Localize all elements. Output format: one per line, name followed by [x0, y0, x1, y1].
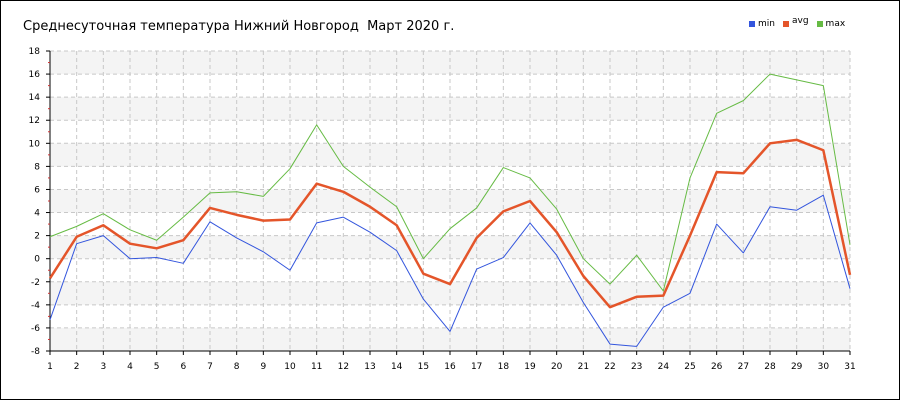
- x-tick-label: 29: [791, 362, 803, 372]
- y-tick-label: 16: [29, 70, 41, 80]
- x-tick-label: 4: [127, 362, 133, 372]
- x-tick-label: 6: [180, 362, 186, 372]
- x-tick-label: 20: [551, 362, 563, 372]
- x-tick-label: 11: [311, 362, 322, 372]
- chart-title: Среднесуточная температура Нижний Новгор…: [23, 19, 455, 34]
- x-tick-label: 30: [818, 362, 830, 372]
- x-tick-label: 16: [444, 362, 456, 372]
- legend-label-min: min: [758, 19, 775, 29]
- legend-item-avg: avg: [782, 16, 809, 29]
- x-tick-label: 17: [471, 362, 482, 372]
- x-tick-label: 14: [391, 362, 403, 372]
- x-tick-label: 1: [47, 362, 53, 372]
- x-tick-label: 8: [234, 362, 240, 372]
- legend-label-avg: avg: [791, 16, 809, 26]
- x-tick-label: 18: [498, 362, 510, 372]
- x-tick-label: 31: [844, 362, 855, 372]
- plot-band: [50, 281, 850, 305]
- x-tick-label: 24: [658, 362, 670, 372]
- legend-swatch-min: [749, 21, 755, 27]
- x-tick-label: 10: [284, 362, 296, 372]
- plot-band: [50, 143, 850, 167]
- plot-series: [48, 73, 852, 347]
- x-tick-label: 2: [74, 362, 80, 372]
- x-tick-label: 21: [578, 362, 589, 372]
- chart-legend: min avg max: [749, 16, 846, 31]
- legend-label-max: max: [825, 19, 846, 29]
- x-tick-label: 9: [260, 362, 266, 372]
- x-tick-label: 15: [418, 362, 429, 372]
- legend-item-max: max: [816, 19, 846, 29]
- y-tick-label: -8: [31, 347, 40, 357]
- legend-swatch-max: [816, 21, 823, 27]
- x-tick-label: 28: [764, 362, 776, 372]
- series-line-avg: [48, 138, 852, 309]
- y-tick-label: -2: [31, 278, 40, 288]
- x-tick-label: 25: [684, 362, 695, 372]
- y-tick-label: 2: [34, 232, 40, 242]
- y-tick-label: -4: [31, 301, 40, 311]
- y-tick-label: 8: [34, 162, 40, 172]
- series-line-min: [49, 194, 851, 347]
- x-tick-label: 27: [738, 362, 749, 372]
- x-tick-label: 19: [524, 362, 536, 372]
- y-tick-label: -6: [31, 324, 40, 334]
- y-tick-label: 4: [34, 209, 40, 219]
- y-tick-label: 10: [29, 139, 41, 149]
- x-tick-label: 22: [604, 362, 615, 372]
- y-tick-label: 0: [34, 255, 40, 265]
- legend-swatch-avg: [782, 21, 789, 27]
- x-tick-label: 13: [364, 362, 375, 372]
- x-tick-label: 26: [711, 362, 723, 372]
- x-tick-label: 3: [100, 362, 106, 372]
- series-line-max: [49, 73, 851, 292]
- x-tick-label: 23: [631, 362, 642, 372]
- x-tick-label: 7: [207, 362, 213, 372]
- x-tick-label: 12: [338, 362, 349, 372]
- y-tick-label: 6: [34, 185, 40, 195]
- y-tick-label: 18: [29, 47, 41, 57]
- x-tick-label: 5: [154, 362, 160, 372]
- plot-band: [50, 51, 850, 75]
- y-tick-label: 12: [29, 116, 40, 126]
- y-tick-label: 14: [29, 93, 41, 103]
- legend-item-min: min: [749, 19, 775, 29]
